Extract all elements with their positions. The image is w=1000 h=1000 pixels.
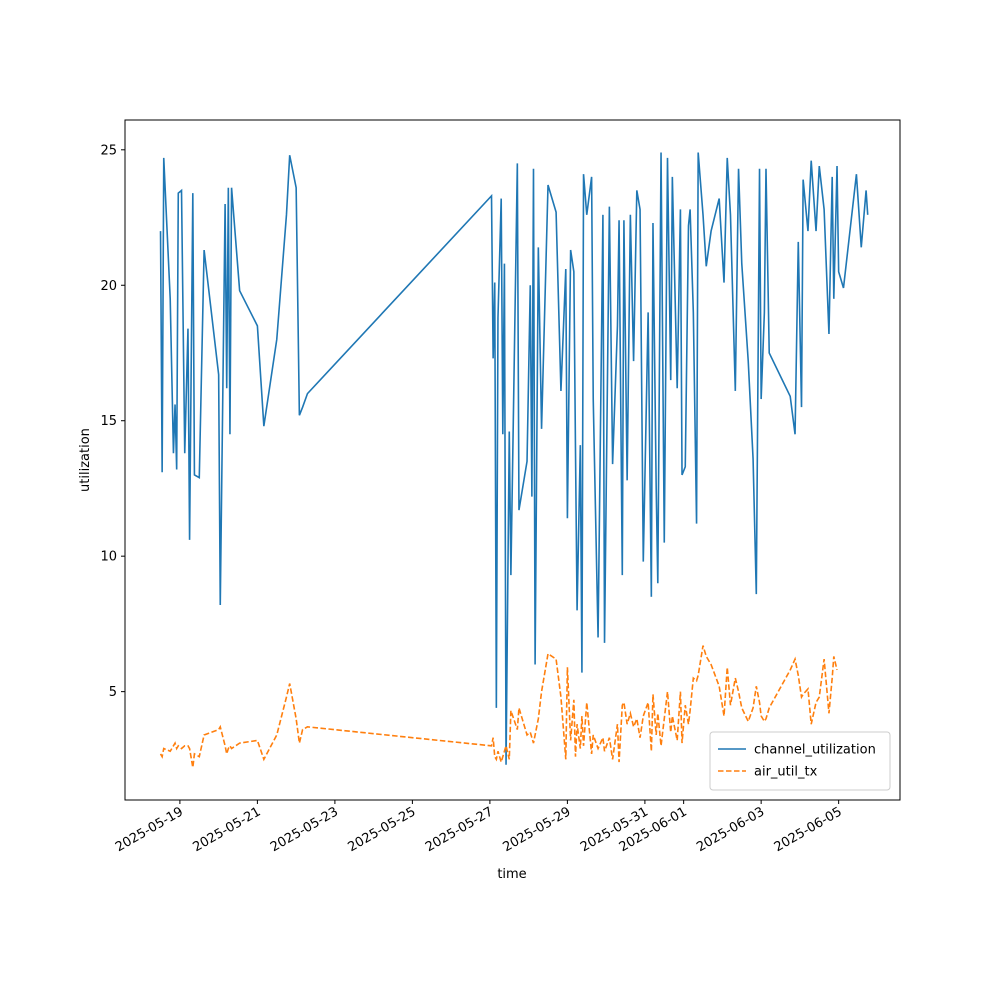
x-tick-label: 2025-05-25 xyxy=(345,804,418,855)
x-tick-label: 2025-06-05 xyxy=(772,804,845,855)
y-tick-label: 5 xyxy=(109,685,117,700)
y-tick-label: 25 xyxy=(100,143,117,158)
x-tick-label: 2025-05-21 xyxy=(190,804,263,855)
legend-box xyxy=(709,731,891,791)
x-axis-label: time xyxy=(497,867,526,882)
x-tick-label: 2025-05-19 xyxy=(113,804,186,855)
line-series xyxy=(159,645,838,768)
y-tick-label: 15 xyxy=(100,414,117,429)
line-series xyxy=(159,152,869,765)
x-tick-label: 2025-05-29 xyxy=(500,804,573,855)
y-tick-label: 10 xyxy=(100,550,117,565)
x-tick-label: 2025-05-27 xyxy=(423,804,496,855)
y-axis-label: utilization xyxy=(78,428,93,492)
legend-label: air_util_tx xyxy=(754,765,818,780)
legend-label: channel_utilization xyxy=(754,743,876,758)
x-tick-label: 2025-06-03 xyxy=(694,804,767,855)
plot-frame xyxy=(124,119,901,801)
y-tick-label: 20 xyxy=(100,279,117,294)
x-tick-label: 2025-05-23 xyxy=(268,804,341,855)
